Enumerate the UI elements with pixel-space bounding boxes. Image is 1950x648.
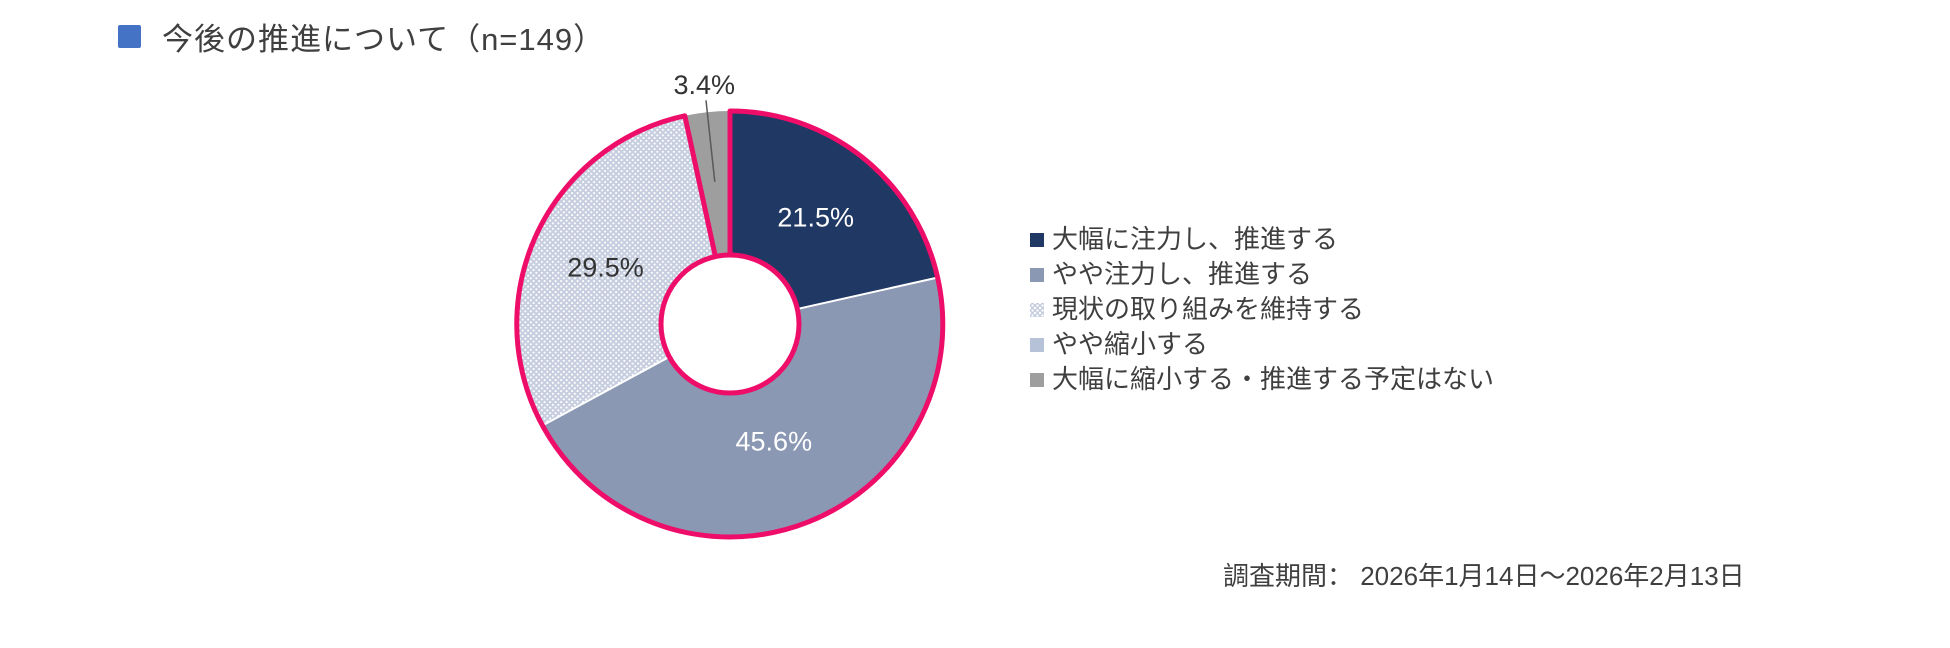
legend-label: 現状の取り組みを維持する xyxy=(1052,294,1365,324)
donut-pink-outline xyxy=(514,108,946,540)
legend-swatch-gray xyxy=(1030,372,1044,387)
survey-period-note: 調査期間： 2026年1月14日～2026年2月13日 xyxy=(1223,561,1745,591)
legend-label: やや縮小する xyxy=(1052,329,1209,359)
legend-label: やや注力し、推進する xyxy=(1052,259,1313,289)
legend-item: 現状の取り組みを維持する xyxy=(1030,292,1494,327)
legend-swatch-navy xyxy=(1030,232,1044,247)
legend-item: やや縮小する xyxy=(1030,327,1494,362)
legend-label: 大幅に注力し、推進する xyxy=(1052,224,1339,254)
legend-label: 大幅に縮小する・推進する予定はない xyxy=(1052,364,1495,394)
donut-chart-area: 21.5% 45.6% 29.5% 3.4% xyxy=(505,38,955,553)
chart-title: 今後の推進について（n=149） xyxy=(162,22,606,57)
pie-slice-0 xyxy=(730,111,938,324)
legend-swatch-bluegray xyxy=(1030,267,1044,282)
legend-item: 大幅に縮小する・推進する予定はない xyxy=(1030,362,1494,397)
slice-label-4: 3.4% xyxy=(674,70,736,100)
leader-line xyxy=(705,100,716,182)
slice-label-0: 21.5% xyxy=(777,203,854,233)
chart-title-row: 今後の推進について（n=149） xyxy=(118,14,605,59)
slice-label-1: 45.6% xyxy=(736,427,813,457)
legend-swatch-lightblue xyxy=(1030,337,1044,352)
chart-legend: 大幅に注力し、推進する やや注力し、推進する 現状の取り組みを維持する やや縮小… xyxy=(1030,222,1494,397)
title-bullet-square xyxy=(118,25,141,48)
legend-item: 大幅に注力し、推進する xyxy=(1030,222,1494,257)
pie-slice-1 xyxy=(542,277,944,538)
legend-swatch-hatched xyxy=(1030,302,1044,317)
legend-item: やや注力し、推進する xyxy=(1030,257,1494,292)
donut-chart: 21.5% 45.6% 29.5% 3.4% xyxy=(514,70,946,540)
donut-hole xyxy=(658,252,802,396)
slice-label-2: 29.5% xyxy=(567,252,644,282)
